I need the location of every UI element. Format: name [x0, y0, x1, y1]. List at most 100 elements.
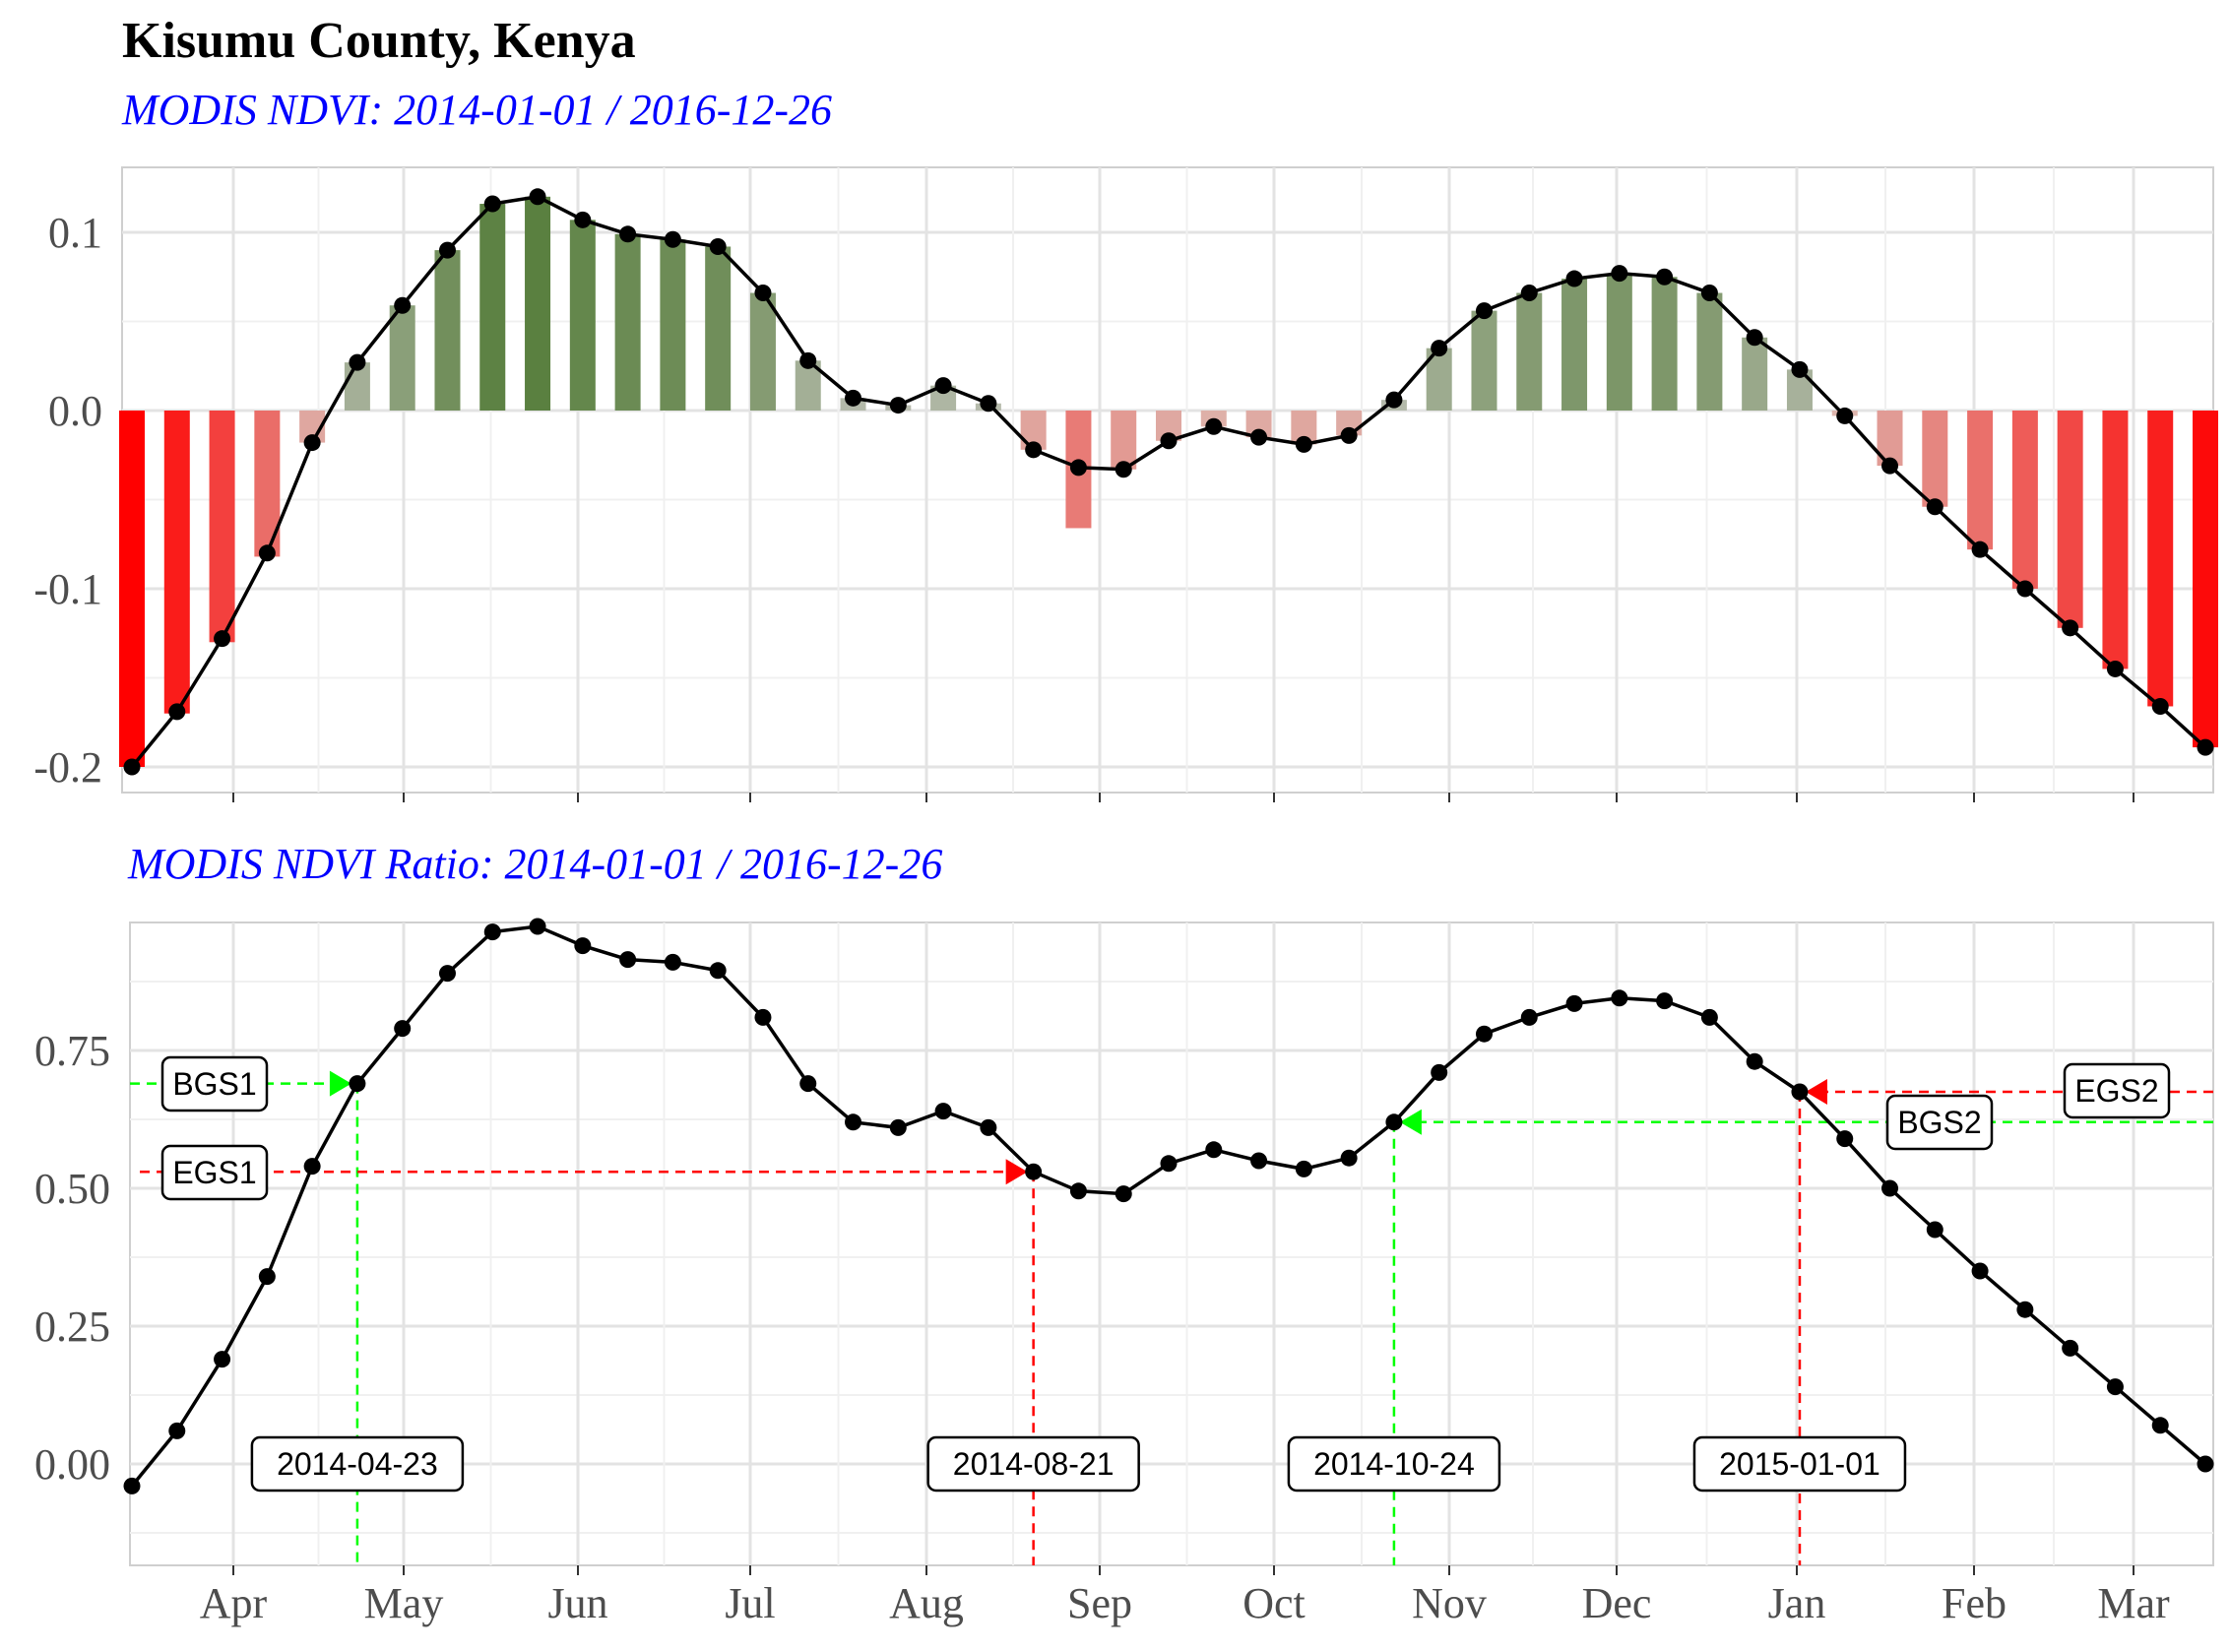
ratio-point — [934, 1103, 952, 1120]
ratio-point — [2016, 1301, 2034, 1318]
ndvi-point — [1520, 285, 1538, 302]
ndvi-point — [1069, 459, 1087, 477]
date-label-egs2-text: 2015-01-01 — [1719, 1446, 1880, 1482]
ndvi-bar — [119, 411, 145, 767]
stage-label-bgs1-box — [160, 1055, 269, 1112]
ratio-point — [123, 1477, 141, 1494]
ratio-point — [2151, 1417, 2169, 1434]
ndvi-bar — [209, 411, 235, 643]
ndvi-bar — [2147, 411, 2174, 707]
ratio-point — [889, 1118, 907, 1136]
ndvi-bar — [1651, 277, 1678, 411]
ratio-point — [1700, 1008, 1718, 1026]
ndvi-point — [1475, 302, 1493, 320]
ratio-point — [2062, 1339, 2079, 1357]
ratio-point — [1025, 1163, 1043, 1180]
ndvi-bar — [525, 196, 551, 411]
ndvi-point — [483, 195, 501, 213]
ndvi-point — [754, 285, 772, 302]
ratio-point — [709, 962, 727, 980]
ndvi-bar — [1111, 411, 1137, 470]
ndvi-bar — [569, 220, 596, 411]
ratio-point — [303, 1158, 321, 1175]
ratio-point — [2106, 1378, 2124, 1396]
ndvi-bar — [1561, 279, 1588, 411]
ratio-point — [1250, 1152, 1268, 1170]
ndvi-point — [2106, 660, 2124, 677]
stage-label-egs2-box — [2063, 1062, 2171, 1119]
ndvi-point — [1611, 265, 1628, 283]
date-label-egs2: 2015-01-01 — [1692, 1435, 1907, 1493]
date-label-egs1-text: 2014-08-21 — [953, 1446, 1115, 1482]
ndvi-point — [1115, 461, 1132, 478]
ndvi-bar — [163, 411, 190, 714]
ratio-point — [1475, 1025, 1493, 1043]
ratio-point — [1115, 1185, 1132, 1203]
stage-label-bgs2: BGS2 — [1885, 1094, 1994, 1151]
ndvi-point — [1926, 498, 1943, 516]
ndvi-point — [889, 397, 907, 414]
ndvi-bar — [1471, 310, 1497, 411]
x-tick-label: Aug — [889, 1579, 964, 1627]
panel2-y-tick-label: 0.00 — [34, 1440, 110, 1489]
ndvi-point — [1881, 457, 1899, 475]
ratio-point — [1656, 992, 1674, 1010]
panel1-y-tick-label: -0.1 — [33, 565, 102, 613]
ratio-point — [1565, 994, 1583, 1012]
ndvi-point — [1025, 441, 1043, 459]
ndvi-bar — [705, 246, 732, 411]
ratio-point — [1295, 1160, 1312, 1177]
ndvi-point — [2062, 619, 2079, 637]
ndvi-ratio-subtitle: MODIS NDVI Ratio: 2014-01-01 / 2016-12-2… — [128, 840, 943, 888]
stage-label-egs2-text: EGS2 — [2074, 1073, 2158, 1109]
stage-label-bgs1: BGS1 — [160, 1055, 269, 1112]
ndvi-point — [438, 241, 456, 259]
ratio-point — [1431, 1063, 1448, 1081]
ndvi-bar — [2102, 411, 2129, 669]
ndvi-point — [980, 395, 997, 413]
ndvi-subtitle: MODIS NDVI: 2014-01-01 / 2016-12-26 — [122, 86, 832, 134]
date-label-egs2-box — [1692, 1435, 1907, 1493]
ndvi-bar — [660, 239, 686, 411]
ndvi-point — [214, 630, 231, 648]
stage-label-bgs2-box — [1885, 1094, 1994, 1151]
panel2-y-tick-label: 0.75 — [34, 1027, 110, 1075]
ndvi-bar — [1516, 292, 1543, 411]
ndvi-point — [1250, 428, 1268, 446]
annotation-arrow-egs2 — [1805, 1079, 1827, 1105]
ndvi-bar — [614, 233, 641, 411]
ratio-point — [1611, 989, 1628, 1007]
date-label-bgs2-box — [1287, 1435, 1501, 1493]
ndvi-point — [1971, 540, 1989, 558]
ratio-point — [1340, 1149, 1358, 1167]
x-tick-label: Apr — [200, 1579, 268, 1627]
panel1-y-tick-label: -0.2 — [33, 743, 102, 792]
annotation-arrow-egs1 — [1005, 1159, 1028, 1185]
ndvi-point — [1340, 426, 1358, 444]
ratio-point — [1926, 1221, 1943, 1239]
ndvi-point — [1791, 360, 1809, 378]
ratio-point — [529, 918, 546, 935]
panel2-y-tick-label: 0.25 — [34, 1303, 110, 1351]
date-label-bgs1-text: 2014-04-23 — [277, 1446, 438, 1482]
x-tick-label: Nov — [1412, 1579, 1487, 1627]
ndvi-point — [799, 351, 817, 369]
ndvi-bar — [434, 250, 461, 411]
ratio-point — [1791, 1083, 1809, 1101]
ndvi-point — [574, 211, 592, 228]
x-tick-label: Jun — [547, 1579, 607, 1627]
ratio-point — [394, 1020, 412, 1038]
ndvi-point — [1700, 285, 1718, 302]
ratio-point — [438, 965, 456, 983]
x-tick-label: Feb — [1942, 1579, 2007, 1627]
ratio-point — [1520, 1008, 1538, 1026]
ndvi-point — [1385, 391, 1403, 409]
ndvi-point — [123, 758, 141, 776]
ratio-point — [2197, 1455, 2214, 1473]
x-tick-label: Mar — [2097, 1579, 2170, 1627]
ratio-point — [1836, 1130, 1854, 1148]
ndvi-point — [1160, 432, 1178, 450]
ndvi-bar — [1967, 411, 1994, 550]
ndvi-point — [1565, 270, 1583, 287]
